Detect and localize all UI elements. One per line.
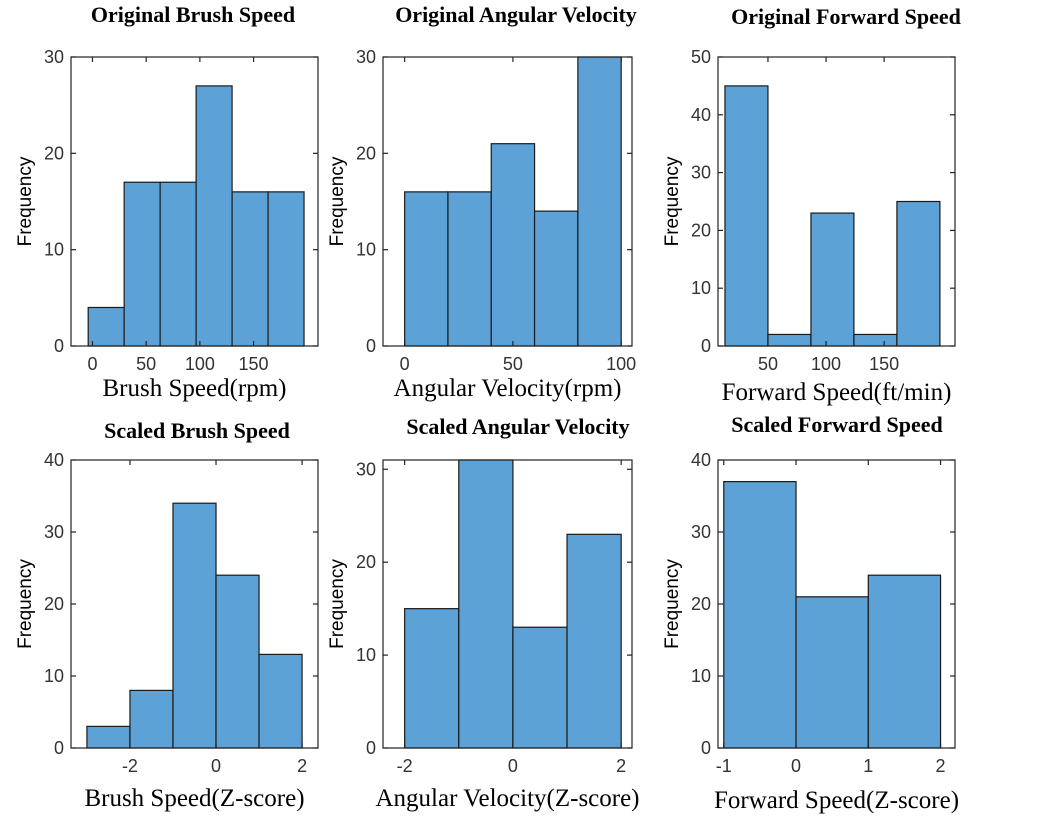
y-tick-label: 10	[356, 645, 376, 665]
y-tick-label: 40	[691, 105, 711, 125]
y-tick-label: 20	[356, 143, 376, 163]
bar	[159, 181, 197, 347]
bar	[810, 212, 855, 347]
bar	[447, 191, 492, 347]
y-tick-label: 10	[691, 278, 711, 298]
bar	[231, 191, 269, 347]
y-tick-label: 0	[701, 738, 711, 758]
bar	[129, 689, 174, 749]
bar	[404, 608, 460, 749]
y-tick-label: 10	[691, 666, 711, 686]
x-axis-label: Angular Velocity(Z-score)	[375, 785, 639, 812]
bar	[172, 502, 217, 749]
y-tick-label: 30	[44, 522, 64, 542]
bar	[577, 56, 622, 347]
y-tick-label: 20	[44, 594, 64, 614]
x-tick-label: 0	[87, 354, 97, 374]
bar	[533, 210, 579, 347]
bar	[215, 574, 260, 749]
y-tick-label: 10	[356, 240, 376, 260]
y-tick-label: 0	[366, 738, 376, 758]
chart-title: Scaled Brush Speed	[104, 418, 290, 443]
x-tick-label: 0	[791, 756, 801, 776]
y-tick-label: 30	[356, 459, 376, 479]
bar	[795, 596, 869, 749]
bar	[87, 306, 125, 347]
x-tick-label: 150	[239, 354, 269, 374]
y-axis-label: Frequency	[662, 156, 683, 246]
x-tick-label: 0	[400, 354, 410, 374]
bar	[767, 333, 812, 347]
bar	[724, 85, 769, 347]
y-tick-label: 0	[701, 336, 711, 356]
y-tick-label: 30	[691, 163, 711, 183]
y-axis-label: Frequency	[15, 156, 36, 246]
x-tick-label: 2	[297, 756, 307, 776]
y-tick-label: 20	[691, 220, 711, 240]
chart-title: Original Angular Velocity	[395, 2, 637, 27]
y-tick-label: 0	[54, 336, 64, 356]
x-tick-label: 0	[211, 756, 221, 776]
chart-title: Original Brush Speed	[91, 2, 295, 27]
y-tick-label: 30	[356, 47, 376, 67]
y-axis-label: Frequency	[662, 559, 683, 649]
y-tick-label: 0	[366, 336, 376, 356]
plot-frame	[717, 56, 956, 347]
x-tick-label: 150	[869, 354, 899, 374]
bar	[566, 533, 622, 749]
plot-frame	[382, 459, 633, 749]
x-axis-label: Brush Speed(Z-score)	[84, 785, 304, 812]
bar	[404, 191, 449, 347]
y-tick-label: 30	[691, 522, 711, 542]
x-tick-label: 50	[758, 354, 778, 374]
bar	[512, 626, 568, 749]
x-tick-label: 2	[936, 756, 946, 776]
x-axis-label: Forward Speed(ft/min)	[722, 379, 952, 406]
x-tick-label: -2	[122, 756, 138, 776]
chart-title: Scaled Angular Velocity	[406, 414, 629, 439]
x-tick-label: 50	[136, 354, 156, 374]
y-tick-label: 20	[691, 594, 711, 614]
y-axis-label: Frequency	[15, 559, 36, 649]
bar	[490, 143, 536, 347]
x-axis-label: Angular Velocity(rpm)	[394, 375, 622, 402]
bar	[195, 85, 233, 347]
bar	[867, 574, 942, 749]
x-tick-label: 2	[616, 756, 626, 776]
y-axis-label: Frequency	[327, 559, 348, 649]
chart-title: Scaled Forward Speed	[731, 412, 942, 437]
x-axis-label: Brush Speed(rpm)	[103, 375, 287, 402]
x-tick-label: 100	[606, 354, 636, 374]
bar	[123, 181, 161, 347]
plot-frame	[382, 56, 633, 347]
x-axis-label: Forward Speed(Z-score)	[714, 787, 959, 814]
x-tick-label: 0	[508, 756, 518, 776]
x-tick-label: 100	[185, 354, 215, 374]
x-tick-label: 1	[863, 756, 873, 776]
x-tick-label: 50	[503, 354, 523, 374]
y-tick-label: 20	[356, 552, 376, 572]
bar	[896, 200, 941, 347]
x-tick-label: -2	[397, 756, 413, 776]
x-tick-label: 100	[811, 354, 841, 374]
bar	[458, 459, 514, 749]
bar	[723, 481, 797, 749]
y-axis-label: Frequency	[327, 156, 348, 246]
y-tick-label: 40	[691, 450, 711, 470]
bar	[258, 653, 303, 749]
y-tick-label: 20	[44, 143, 64, 163]
x-tick-label: -1	[716, 756, 732, 776]
y-tick-label: 10	[44, 666, 64, 686]
y-tick-label: 0	[54, 738, 64, 758]
chart-title: Original Forward Speed	[731, 4, 961, 29]
bar	[267, 191, 305, 347]
y-tick-label: 10	[44, 240, 64, 260]
y-tick-label: 40	[44, 450, 64, 470]
y-tick-label: 30	[44, 47, 64, 67]
y-tick-label: 50	[691, 47, 711, 67]
plot-frame	[70, 56, 319, 347]
bar	[86, 725, 131, 749]
bar	[853, 333, 898, 347]
